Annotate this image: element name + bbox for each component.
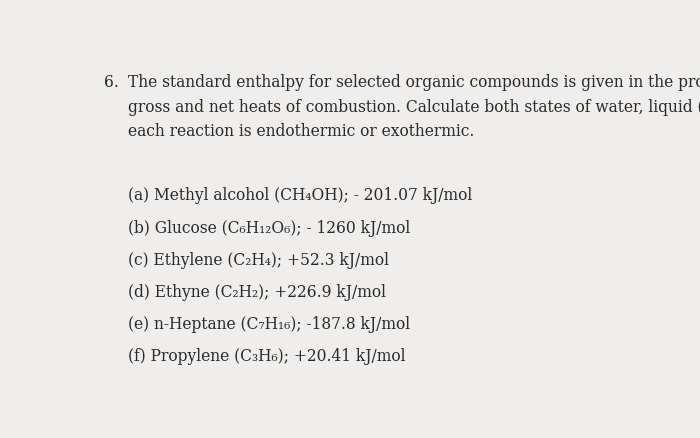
Text: gross and net heats of combustion. Calculate both states of water, liquid (: gross and net heats of combustion. Calcu… (128, 99, 700, 116)
Text: The standard enthalpy for selected organic compounds is given in the problem.  F: The standard enthalpy for selected organ… (128, 74, 700, 92)
Text: (a) Methyl alcohol (CH₄OH); - 201.07 kJ/mol: (a) Methyl alcohol (CH₄OH); - 201.07 kJ/… (128, 187, 472, 205)
Text: (f) Propylene (C₃H₆); +20.41 kJ/mol: (f) Propylene (C₃H₆); +20.41 kJ/mol (128, 348, 406, 365)
Text: (b) Glucose (C₆H₁₂O₆); - 1260 kJ/mol: (b) Glucose (C₆H₁₂O₆); - 1260 kJ/mol (128, 219, 410, 237)
Text: (c) Ethylene (C₂H₄); +52.3 kJ/mol: (c) Ethylene (C₂H₄); +52.3 kJ/mol (128, 251, 389, 268)
Text: 6.: 6. (104, 74, 119, 92)
Text: each reaction is endothermic or exothermic.: each reaction is endothermic or exotherm… (128, 123, 475, 140)
Text: (e) n-Heptane (C₇H₁₆); -187.8 kJ/mol: (e) n-Heptane (C₇H₁₆); -187.8 kJ/mol (128, 316, 410, 332)
Text: (d) Ethyne (C₂H₂); +226.9 kJ/mol: (d) Ethyne (C₂H₂); +226.9 kJ/mol (128, 283, 386, 300)
